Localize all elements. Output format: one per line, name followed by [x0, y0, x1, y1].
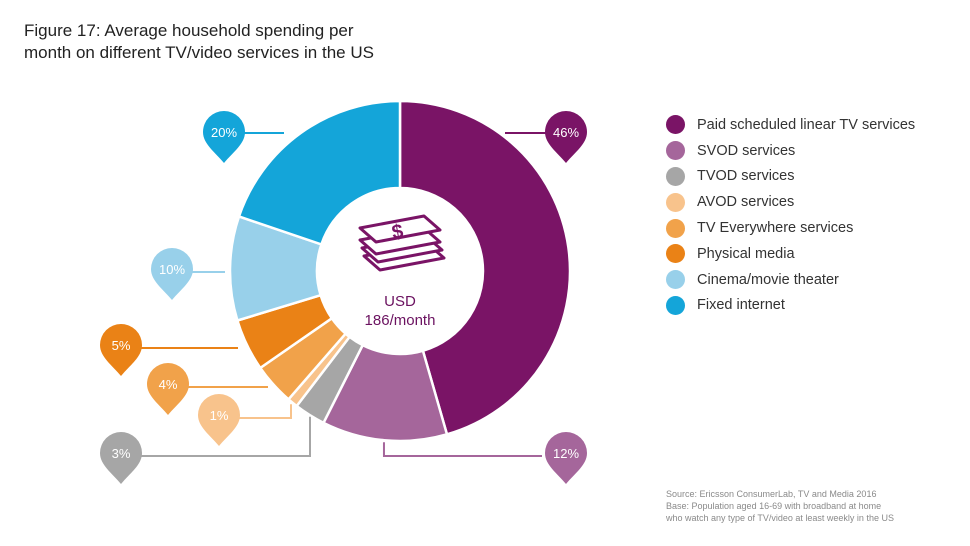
data-label-avod-services: 1% — [210, 408, 229, 423]
source-note: Source: Ericsson ConsumerLab, TV and Med… — [666, 488, 966, 524]
chart-title-line-2: month on different TV/video services in … — [24, 43, 374, 62]
legend-item-cinema-movie-theater: Cinema/movie theater — [666, 267, 966, 293]
data-label-paid-scheduled-linear-tv-services: 46% — [553, 125, 579, 140]
legend-swatch-tv-everywhere-services — [666, 218, 685, 238]
legend-swatch-paid-scheduled-linear-tv-services — [666, 115, 685, 135]
pin-cinema-movie-theater: 10% — [151, 248, 193, 300]
data-label-tvod-services: 3% — [112, 446, 131, 461]
pin-physical-media: 5% — [100, 324, 142, 376]
pin-marker-cinema-movie-theater — [151, 248, 193, 300]
pin-svod-services: 12% — [545, 432, 587, 484]
leader-line-avod-services — [239, 404, 292, 419]
legend-item-fixed-internet: Fixed internet — [666, 293, 966, 319]
source-line-1: Source: Ericsson ConsumerLab, TV and Med… — [666, 489, 877, 499]
pin-tv-everywhere-services: 4% — [147, 363, 189, 415]
leader-line-tvod-services — [141, 416, 311, 457]
data-label-fixed-internet: 20% — [211, 125, 237, 140]
legend-item-tvod-services: TVOD services — [666, 164, 966, 190]
leader-line-svod-services — [382, 442, 542, 457]
legend-item-tv-everywhere-services: TV Everywhere services — [666, 215, 966, 241]
legend-label-tv-everywhere-services: TV Everywhere services — [697, 220, 854, 237]
legend: Paid scheduled linear TV services SVOD se… — [666, 112, 966, 318]
data-label-tv-everywhere-services: 4% — [159, 377, 178, 392]
legend-label-cinema-movie-theater: Cinema/movie theater — [697, 271, 839, 288]
pin-tvod-services: 3% — [100, 432, 142, 484]
legend-item-svod-services: SVOD services — [666, 138, 966, 164]
legend-swatch-physical-media — [666, 244, 685, 264]
legend-label-tvod-services: TVOD services — [697, 168, 795, 185]
chart-title: Figure 17: Average household spending pe… — [24, 20, 444, 64]
center-amount: 186/month — [364, 312, 436, 329]
pin-marker-tvod-services — [100, 432, 142, 484]
data-label-physical-media: 5% — [112, 338, 131, 353]
pin-marker-physical-media — [100, 324, 142, 376]
legend-label-svod-services: SVOD services — [697, 142, 796, 159]
legend-label-avod-services: AVOD services — [697, 194, 795, 211]
chart-title-line-1: Figure 17: Average household spending pe… — [24, 21, 354, 40]
slice-paid-scheduled-linear-tv-services — [398, 99, 572, 436]
slice-fixed-internet — [237, 99, 402, 246]
legend-swatch-avod-services — [666, 192, 685, 212]
legend-swatch-fixed-internet — [666, 295, 685, 315]
pin-marker-tv-everywhere-services — [147, 363, 189, 415]
legend-item-physical-media: Physical media — [666, 241, 966, 267]
money-stack-icon: $ — [358, 214, 446, 272]
center-total: USD 186/month — [330, 292, 470, 330]
data-label-svod-services: 12% — [553, 446, 579, 461]
pin-marker-fixed-internet — [203, 111, 245, 163]
legend-swatch-cinema-movie-theater — [666, 270, 685, 290]
center-currency: USD — [384, 293, 416, 310]
pin-marker-svod-services — [545, 432, 587, 484]
pin-marker-paid-scheduled-linear-tv-services — [545, 111, 587, 163]
pin-avod-services: 1% — [198, 394, 240, 446]
legend-label-fixed-internet: Fixed internet — [697, 297, 785, 314]
pin-paid-scheduled-linear-tv-services: 46% — [545, 111, 587, 163]
pin-fixed-internet: 20% — [203, 111, 245, 163]
legend-swatch-tvod-services — [666, 166, 685, 186]
legend-item-paid-scheduled-linear-tv-services: Paid scheduled linear TV services — [666, 112, 966, 138]
source-line-3: who watch any type of TV/video at least … — [666, 513, 894, 523]
legend-swatch-svod-services — [666, 141, 685, 161]
legend-item-avod-services: AVOD services — [666, 189, 966, 215]
legend-label-physical-media: Physical media — [697, 245, 795, 262]
pin-marker-avod-services — [198, 394, 240, 446]
data-label-cinema-movie-theater: 10% — [159, 262, 185, 277]
legend-label-paid-scheduled-linear-tv-services: Paid scheduled linear TV services — [697, 116, 916, 133]
svg-text:$: $ — [390, 220, 405, 244]
source-line-2: Base: Population aged 16-69 with broadba… — [666, 501, 882, 511]
